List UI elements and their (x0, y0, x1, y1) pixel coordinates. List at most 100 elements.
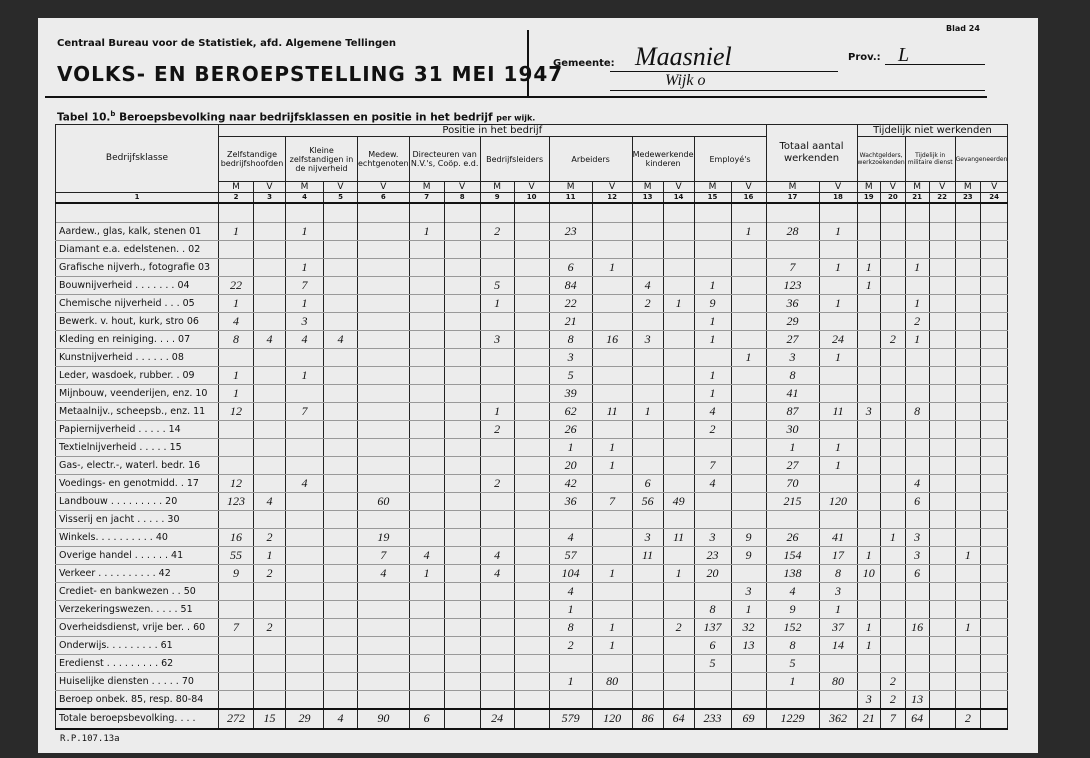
empty-cell (880, 455, 906, 475)
empty-cell (218, 635, 254, 655)
empty-cell (253, 653, 286, 673)
cell-value: 24 (479, 707, 515, 730)
empty-cell (693, 437, 732, 457)
empty-cell (253, 293, 286, 313)
cell-value: 1 (904, 293, 930, 313)
cell-value: 84 (548, 275, 593, 295)
empty-cell (479, 617, 515, 637)
empty-cell (979, 671, 1009, 691)
empty-cell (443, 437, 481, 457)
empty-cell (662, 473, 695, 493)
cell-value: 7 (357, 545, 410, 565)
data-row: Metaalnijv., scheepsb., enz. 11 12 7 1 62 11 1… (55, 401, 1009, 421)
cell-value: 41 (765, 383, 820, 403)
row-label: Gas-, electr.-, waterl. bedr. 16 (55, 455, 219, 475)
spacer-row (55, 203, 1009, 222)
empty-cell (408, 455, 445, 475)
empty-cell (856, 419, 882, 439)
empty-cell (253, 437, 286, 457)
empty-cell (408, 581, 445, 601)
cell-value: 3 (631, 527, 664, 547)
data-row: Mijnbouw, veenderijen, enz. 10 1 39 1 41 (55, 383, 1009, 403)
empty-cell (591, 293, 633, 313)
empty-cell (253, 509, 286, 529)
empty-cell (954, 671, 981, 691)
empty-cell (513, 365, 550, 385)
cell-value: 4 (357, 563, 410, 583)
empty-cell (323, 653, 358, 673)
cell-value: 3 (631, 329, 664, 349)
empty-cell (979, 617, 1009, 637)
empty-cell (880, 581, 906, 601)
empty-cell (513, 473, 550, 493)
empty-cell (513, 419, 550, 439)
empty-cell (443, 689, 481, 709)
empty-cell (954, 383, 981, 403)
empty-cell (513, 617, 550, 637)
empty-cell (979, 437, 1009, 457)
empty-cell (443, 491, 481, 511)
empty-cell (880, 635, 906, 655)
cell-value: 3 (856, 689, 882, 709)
empty-cell (730, 473, 767, 493)
cell-value: 2 (479, 221, 515, 241)
empty-cell (928, 383, 956, 403)
empty-cell (765, 509, 820, 529)
cell-value: 86 (631, 707, 664, 730)
empty-cell (880, 203, 906, 222)
empty-cell (218, 671, 254, 691)
empty-cell (693, 257, 732, 277)
empty-cell (818, 203, 858, 222)
cell-value: 4 (548, 527, 593, 547)
cell-value: 1 (253, 545, 286, 565)
empty-cell (479, 635, 515, 655)
empty-cell (928, 671, 956, 691)
empty-cell (662, 239, 695, 259)
cell-value: 30 (765, 419, 820, 439)
empty-cell (979, 473, 1009, 493)
empty-cell (479, 239, 515, 259)
empty-cell (323, 599, 358, 619)
cell-value: 123 (218, 491, 254, 511)
empty-cell (730, 275, 767, 295)
empty-cell (357, 509, 410, 529)
column-number: 4 (285, 192, 324, 204)
empty-cell (218, 509, 254, 529)
cell-value: 1 (693, 365, 732, 385)
empty-cell (591, 581, 633, 601)
cell-value: 5 (765, 653, 820, 673)
group-header: Tijdelijk in militaire dienst (904, 136, 956, 182)
empty-cell (856, 509, 882, 529)
empty-cell (513, 275, 550, 295)
empty-cell (856, 599, 882, 619)
empty-cell (904, 581, 930, 601)
empty-cell (928, 293, 956, 313)
empty-cell (513, 329, 550, 349)
empty-cell (880, 617, 906, 637)
column-number: 18 (818, 192, 858, 204)
empty-cell (443, 617, 481, 637)
column-number: 14 (662, 192, 695, 204)
data-row: Bouwnijverheid . . . . . . . 04 22 7 5 84 4 1 1… (55, 275, 1009, 295)
empty-cell (662, 653, 695, 673)
caption-note: per wijk. (496, 113, 536, 123)
empty-cell (693, 491, 732, 511)
empty-cell (513, 203, 550, 222)
cell-value: 55 (218, 545, 254, 565)
cell-value: 2 (880, 329, 906, 349)
column-number: 21 (904, 192, 930, 204)
column-number: 24 (979, 192, 1009, 204)
empty-cell (928, 491, 956, 511)
cell-value: 3 (856, 401, 882, 421)
empty-cell (904, 419, 930, 439)
row-label: Diamant e.a. edelstenen. . 02 (55, 239, 219, 259)
empty-cell (323, 689, 358, 709)
cell-value: 1 (285, 257, 324, 277)
cell-value: 1 (818, 437, 858, 457)
empty-cell (928, 545, 956, 565)
empty-cell (979, 509, 1009, 529)
empty-cell (479, 671, 515, 691)
cell-value: 4 (253, 491, 286, 511)
empty-cell (631, 509, 664, 529)
cell-value: 1 (954, 617, 981, 637)
